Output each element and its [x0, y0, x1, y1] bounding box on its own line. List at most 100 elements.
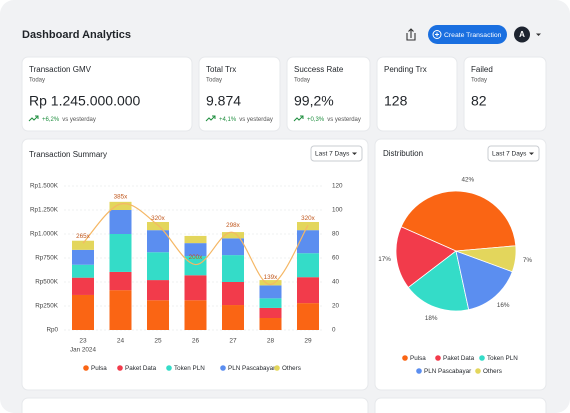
legend-label: Others [282, 365, 301, 372]
legend-label: Others [483, 368, 502, 375]
button-bg [428, 25, 507, 44]
plus-icon [435, 32, 439, 37]
data-label: 298x [226, 222, 241, 229]
create-transaction-button[interactable]: Create Transaction [428, 25, 507, 44]
panel [374, 397, 547, 413]
bar-segment [147, 230, 169, 253]
pie-slice [455, 250, 513, 311]
bar-segment [109, 234, 132, 272]
bar-segment [184, 275, 207, 301]
y2-tick-label: 40 [332, 279, 340, 286]
bar-segment [259, 285, 282, 299]
bar-segment [259, 280, 282, 286]
legend-swatch [166, 365, 172, 371]
bar-segment [184, 300, 207, 330]
legend-label: Token PLN [174, 365, 205, 372]
stat-card [21, 56, 193, 132]
bar-segment [109, 210, 132, 234]
bar-segment [222, 255, 244, 282]
pie-slice [395, 226, 457, 289]
stat-card [286, 56, 371, 132]
y2-tick-label: 100 [332, 207, 343, 214]
y2-tick-label: 20 [332, 303, 340, 310]
pie-slice [455, 245, 517, 273]
change-value: +0,3% [307, 117, 325, 123]
bar-segment [109, 271, 132, 291]
slice-label: 17% [378, 256, 391, 263]
card-subtitle: Today [294, 78, 310, 84]
bar-segment [147, 300, 169, 330]
page-title: Dashboard Analytics [22, 29, 131, 41]
bar-segment [72, 240, 94, 250]
avatar [514, 26, 530, 43]
y2-tick-label: 60 [332, 255, 340, 262]
legend-swatch [220, 365, 226, 371]
trend-line [82, 203, 309, 286]
change-note: vs yesterday [62, 117, 96, 123]
x-tick-label: 23 [79, 338, 87, 345]
stat-card [463, 56, 547, 132]
card-title: Transaction GMV [29, 65, 92, 74]
bar-segment [222, 238, 244, 256]
card-value: 82 [471, 93, 487, 109]
card-title: Success Rate [294, 65, 344, 74]
legend-swatch [475, 368, 481, 374]
bar-segment [222, 232, 244, 239]
y-tick-label: Rp750K [35, 255, 59, 262]
legend-label: PLN Pascabayar [228, 365, 275, 372]
legend-swatch [479, 355, 485, 361]
legend-label: Paket Data [443, 355, 475, 362]
y-tick-label: Rp1.250K [30, 207, 59, 214]
bar-segment [297, 253, 319, 278]
card-value: Rp 1.245.000.000 [29, 93, 141, 109]
bar-segment [297, 277, 319, 304]
bar-segment [147, 252, 169, 281]
card-value: 128 [384, 93, 408, 109]
filter-bg [310, 145, 363, 162]
y-tick-label: Rp0 [46, 327, 58, 334]
filter-label: Last 7 Days [492, 151, 527, 158]
data-label: 320x [151, 215, 166, 222]
bar-segment [259, 307, 282, 318]
button-label: Create Transaction [444, 32, 502, 39]
period-filter[interactable]: Last 7 Days [310, 145, 363, 162]
pie-slice [407, 250, 470, 312]
share-button[interactable] [406, 28, 416, 41]
filter-bg [487, 145, 540, 162]
bar-segment [72, 264, 94, 278]
trend-icon [293, 115, 304, 122]
filter-label: Last 7 Days [315, 151, 350, 158]
bar-segment [184, 243, 207, 257]
bar-segment [109, 290, 132, 330]
x-tick-label: 26 [192, 338, 200, 345]
y2-tick-label: 120 [332, 183, 343, 190]
data-label: 265x [76, 233, 91, 240]
x-tick-label: 27 [229, 338, 237, 345]
caret [529, 152, 534, 155]
legend-label: Token PLN [487, 355, 518, 362]
bar-segment [184, 256, 207, 276]
trend-icon [205, 115, 216, 122]
y2-tick-label: 80 [332, 231, 340, 238]
pie-slice [400, 190, 517, 252]
bar-segment [259, 298, 282, 308]
bar-segment [109, 201, 132, 210]
bar-segment [72, 277, 94, 295]
legend-swatch [435, 355, 441, 361]
legend-swatch [83, 365, 89, 371]
card-title: Total Trx [206, 65, 236, 74]
bar-segment [222, 305, 244, 330]
bar-segment [184, 235, 207, 244]
card-value: 9.874 [206, 93, 241, 109]
legend-swatch [416, 368, 422, 374]
y-tick-label: Rp250K [35, 303, 59, 310]
y-tick-label: Rp1.500K [30, 183, 59, 190]
x-tick-label: 28 [267, 338, 275, 345]
data-label: 139x [264, 274, 279, 281]
period-filter[interactable]: Last 7 Days [487, 145, 540, 162]
card-change: +6,2% vs yesterday [42, 117, 96, 123]
x-tick-label: 25 [154, 338, 162, 345]
user-menu[interactable]: A [514, 26, 541, 43]
slice-label: 7% [523, 257, 533, 264]
legend-label: Pulsa [410, 355, 426, 362]
